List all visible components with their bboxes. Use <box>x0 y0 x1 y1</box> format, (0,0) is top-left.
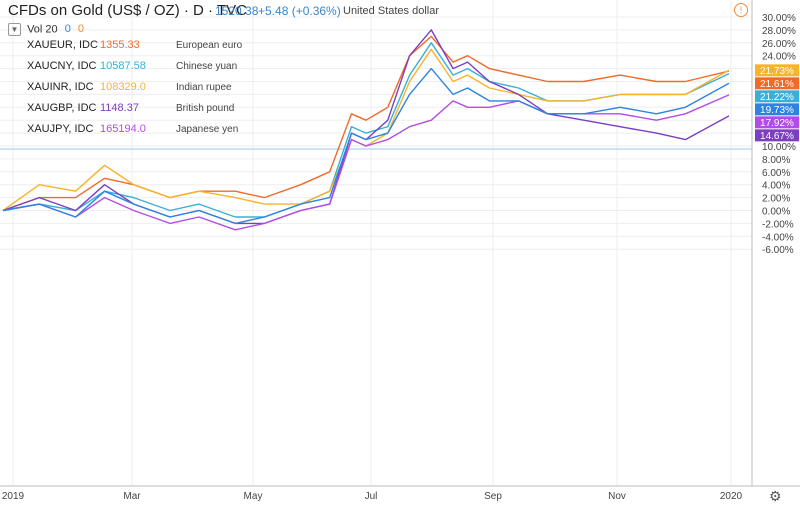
end-label-text: 17.92% <box>760 118 794 129</box>
volume-value: 0 <box>64 23 71 36</box>
y-tick-label: 0.00% <box>762 207 790 218</box>
last-price: 1520.38 <box>215 4 259 18</box>
legend-symbol: XAUGBP, IDC <box>27 102 97 114</box>
legend-value: 1148.37 <box>100 102 139 114</box>
chart-grid <box>0 0 752 486</box>
legend-symbol: XAUINR, IDC <box>27 81 94 93</box>
legend-description: Indian rupee <box>176 82 232 93</box>
end-label-text: 14.67% <box>760 131 794 142</box>
end-labels: 21.73% 21.61% 21.22% 19.73% 17.92% 14.67% <box>755 64 799 142</box>
volume-indicator[interactable]: ▼ Vol 20 0 0 <box>8 23 84 36</box>
y-tick-label: -4.00% <box>762 232 794 243</box>
chevron-down-icon[interactable]: ▼ <box>8 23 21 36</box>
legend-value: 1355.33 <box>100 39 140 51</box>
y-tick-label: 6.00% <box>762 168 790 179</box>
end-label-badge <box>755 64 799 77</box>
gear-icon[interactable]: ⚙ <box>769 488 782 504</box>
legend-value: 108329.0 <box>100 81 146 93</box>
legend-description: Chinese yuan <box>176 61 238 72</box>
legend-item[interactable]: XAUINR, IDC 108329.0 Indian rupee <box>27 81 242 102</box>
legend-value: 10587.58 <box>100 60 146 72</box>
legend: XAUEUR, IDC 1355.33 European euro XAUCNY, I… <box>27 39 242 144</box>
legend-item[interactable]: XAUGBP, IDC 1148.37 British pound <box>27 102 242 123</box>
legend-description: Japanese yen <box>176 124 239 135</box>
x-tick-label: Nov <box>608 491 626 502</box>
x-tick-label: Jul <box>365 491 378 502</box>
currency-label: United States dollar <box>343 5 439 17</box>
legend-description: European euro <box>176 40 243 51</box>
legend-item[interactable]: XAUEUR, IDC 1355.33 European euro <box>27 39 242 60</box>
x-tick-label: May <box>244 491 263 502</box>
end-label-badge <box>755 116 799 129</box>
x-tick-label: 2019 <box>2 491 25 502</box>
price-change: +5.48 (+0.36%) <box>258 4 341 18</box>
legend-value: 165194.0 <box>100 123 146 135</box>
end-label-badge <box>755 90 799 103</box>
legend-item[interactable]: XAUCNY, IDC 10587.58 Chinese yuan <box>27 60 242 81</box>
y-tick-label: 30.00% <box>762 13 796 24</box>
x-axis: 2019 Mar May Jul Sep Nov 2020 <box>0 485 800 502</box>
legend-symbol: XAUEUR, IDC <box>27 39 98 51</box>
y-tick-label: 8.00% <box>762 155 790 166</box>
end-label-badge <box>755 103 799 116</box>
end-label-text: 19.73% <box>760 105 794 116</box>
legend-description: British pound <box>176 103 235 114</box>
y-tick-label: -2.00% <box>762 219 794 230</box>
end-label-badge <box>755 129 799 142</box>
x-tick-label: 2020 <box>720 491 743 502</box>
end-label-text: 21.22% <box>760 92 794 103</box>
legend-item[interactable]: XAUJPY, IDC 165194.0 Japanese yen <box>27 123 242 144</box>
x-tick-label: Mar <box>123 491 141 502</box>
y-tick-label: 26.00% <box>762 39 796 50</box>
y-tick-label: 4.00% <box>762 181 790 192</box>
y-tick-label: 2.00% <box>762 194 790 205</box>
series-line <box>2 48 730 212</box>
chart-title: CFDs on Gold (US$ / OZ) · D · TVC <box>8 2 247 19</box>
y-tick-label: 28.00% <box>762 26 796 37</box>
end-label-badge <box>755 77 799 90</box>
volume-ma-value: 0 <box>77 23 85 36</box>
legend-symbol: XAUJPY, IDC <box>27 123 94 135</box>
y-tick-label: -6.00% <box>762 245 794 256</box>
y-tick-label: 10.00% <box>762 142 796 153</box>
alert-icon[interactable]: ! <box>734 3 748 17</box>
volume-label: Vol 20 <box>27 23 58 36</box>
series-line <box>2 67 730 225</box>
chart-series <box>2 29 730 231</box>
end-label-text: 21.61% <box>760 79 794 90</box>
y-tick-label: 24.00% <box>762 52 796 63</box>
x-tick-label: Sep <box>484 491 502 502</box>
end-label-text: 21.73% <box>760 66 794 77</box>
legend-symbol: XAUCNY, IDC <box>27 60 97 72</box>
